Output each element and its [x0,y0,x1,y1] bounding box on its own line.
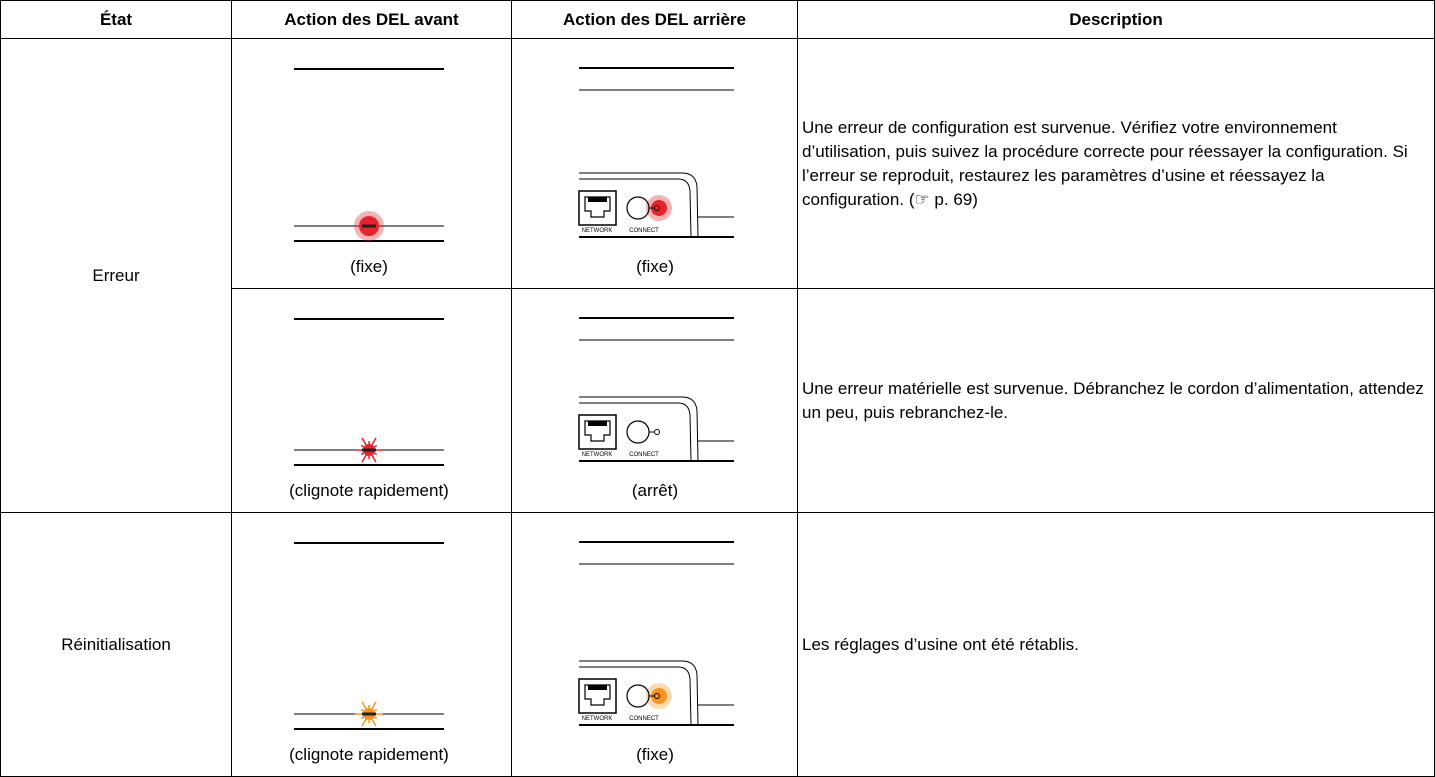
led-ring [654,693,660,699]
device-outline [579,660,699,726]
connect-button [626,684,650,708]
row: Erreur (fixe) NETWORK CONNECT (fixe) Une e… [0,38,1435,513]
rear-cell: NETWORK CONNECT (arrêt) [511,288,798,513]
description: Une erreur matérielle est survenue. Débr… [802,378,1424,422]
connect-button [626,196,650,220]
front-illustration: (fixe) [294,68,444,276]
device-outline [579,178,692,238]
caption: (clignote rapidement) [289,745,449,764]
row: (clignote rapidement) NETWORK CONNECT (arr… [1,288,1435,513]
caption: (fixe) [636,745,674,764]
column-header: Action des DEL avant [231,0,512,39]
state: Réinitialisation [0,512,232,777]
port-label: CONNECT [629,452,659,458]
jack-pins [588,421,607,426]
rear-illustration: NETWORK CONNECT (fixe) [578,541,734,764]
jack-pins [588,197,607,202]
row: Réinitialisation (clignote rapidement) N… [0,512,1435,777]
port-label: NETWORK [582,452,613,458]
port-label: NETWORK [582,716,613,722]
column-header: État [0,0,232,39]
port-label: CONNECT [629,228,659,234]
led-slot [362,224,376,228]
led-ring [654,429,660,435]
led-ring [654,205,660,211]
front-cell: (clignote rapidement) [231,288,512,513]
column-header: Description [797,0,1435,39]
device-outline [579,402,692,462]
front-illustration: (clignote rapidement) [289,318,449,500]
description-cell: Une erreur de configuration est survenue… [797,38,1435,289]
jack-pins [588,685,607,690]
front-cell: (fixe) [231,38,512,289]
connect-button [626,420,650,444]
front-cell: (clignote rapidement) [231,512,512,777]
header-row: État Action des DEL avant Action des DEL… [0,0,1435,39]
rear-illustration: NETWORK CONNECT (arrêt) [578,317,734,500]
led-slot [362,448,376,452]
caption: (fixe) [350,257,388,276]
state: Erreur [0,38,232,513]
device-outline [579,396,699,462]
column-header: Action des DEL arrière [511,0,798,39]
description-cell: Les réglages d’usine ont été rétablis. [797,512,1435,777]
device-outline [579,666,692,726]
description: Une erreur de configuration est survenue… [802,117,1408,209]
rear-illustration: NETWORK CONNECT (fixe) [578,67,734,276]
port-label: NETWORK [582,228,613,234]
description: Les réglages d’usine ont été rétablis. [802,634,1079,654]
caption: (fixe) [636,257,674,276]
rear-cell: NETWORK CONNECT (fixe) [511,512,798,777]
port-label: CONNECT [629,716,659,722]
caption: (arrêt) [632,481,678,500]
device-outline [579,172,699,238]
caption: (clignote rapidement) [289,481,449,500]
led-slot [362,712,376,716]
rear-cell: NETWORK CONNECT (fixe) [511,38,798,289]
description-cell: Une erreur matérielle est survenue. Débr… [797,288,1435,513]
front-illustration: (clignote rapidement) [289,542,449,764]
reference: (☞ p. 69) [908,189,978,209]
